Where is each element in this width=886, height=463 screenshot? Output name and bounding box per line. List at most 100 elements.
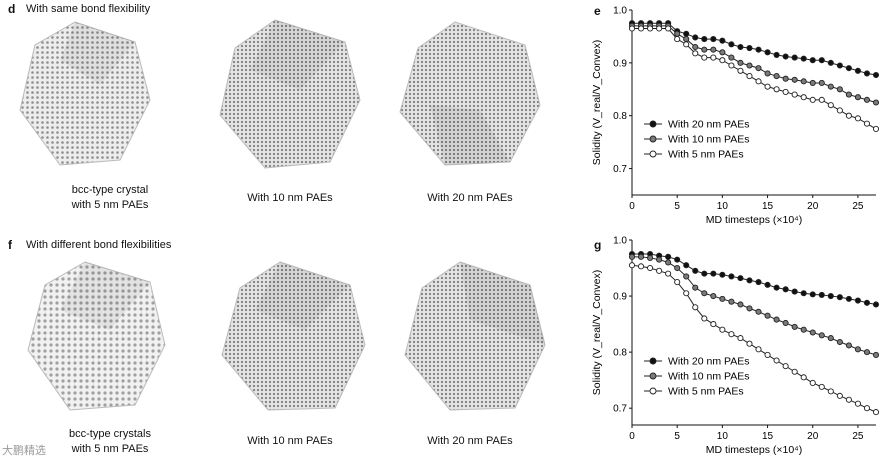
crystal-d2: [219, 19, 361, 169]
series-point-1: [800, 78, 807, 85]
x-tick-label: 5: [674, 431, 680, 442]
caption-f-2: With 10 nm PAEs: [247, 435, 333, 447]
series-point-1: [863, 349, 871, 356]
series-point-0: [755, 46, 762, 53]
series-point-1: [701, 290, 708, 297]
series-point-1: [719, 295, 726, 302]
series-point-0: [809, 291, 816, 298]
series-point-0: [854, 297, 861, 304]
series-point-2: [647, 264, 654, 272]
series-point-2: [854, 400, 861, 407]
series-point-0: [683, 30, 690, 37]
series-point-2: [737, 67, 744, 74]
caption-d-2: With 10 nm PAEs: [247, 192, 333, 204]
series-point-0: [719, 271, 726, 278]
series-point-2: [755, 346, 762, 353]
series-point-0: [854, 67, 861, 74]
series-point-2: [665, 25, 672, 32]
y-tick-label: 0.8: [613, 348, 627, 359]
y-tick-label: 1.0: [613, 6, 627, 17]
series-point-2: [818, 96, 825, 103]
series-point-2: [836, 107, 843, 114]
series-point-2: [728, 331, 735, 338]
series-point-2: [656, 267, 663, 274]
series-point-0: [872, 301, 880, 308]
legend-marker-2: [649, 150, 657, 158]
series-point-1: [872, 351, 880, 358]
series-point-0: [746, 45, 753, 52]
series-point-0: [809, 57, 816, 64]
series-point-1: [710, 46, 717, 53]
series-point-0: [665, 253, 672, 260]
series-point-2: [782, 88, 789, 95]
series-point-0: [683, 262, 690, 269]
series-point-0: [827, 59, 834, 66]
legend-label-1: With 10 nm PAEs: [668, 134, 750, 146]
series-point-0: [674, 256, 681, 263]
series-point-0: [818, 291, 825, 298]
legend-marker-2: [649, 387, 657, 395]
series-point-0: [782, 286, 789, 293]
series-line-2: [631, 264, 877, 413]
series-point-1: [755, 65, 762, 72]
series-point-1: [628, 253, 636, 260]
series-point-2: [809, 379, 816, 387]
caption-f-3: With 20 nm PAEs: [427, 435, 513, 447]
series-point-0: [746, 277, 753, 284]
series-point-2: [728, 62, 735, 69]
series-point-1: [827, 83, 834, 90]
series-line-0: [632, 253, 877, 305]
series-point-2: [755, 78, 762, 85]
series-point-2: [719, 326, 726, 333]
series-point-0: [737, 43, 744, 51]
series-point-0: [773, 284, 780, 291]
series-point-1: [728, 298, 735, 305]
x-axis-label: MD timesteps (×10⁴): [706, 214, 802, 226]
crystal-d1: [19, 21, 151, 166]
legend-label-0: With 20 nm PAEs: [668, 356, 750, 368]
series-point-2: [845, 112, 852, 119]
series-point-2: [710, 54, 717, 61]
legend-marker-1: [649, 135, 657, 143]
x-tick-label: 0: [629, 201, 635, 212]
series-point-2: [628, 262, 636, 269]
series-point-1: [782, 319, 789, 327]
series-point-1: [674, 264, 681, 272]
series-point-1: [755, 308, 762, 315]
series-point-2: [791, 91, 798, 98]
panel-letter-f: f: [8, 238, 12, 252]
series-point-1: [854, 94, 861, 101]
series-point-2: [701, 315, 708, 322]
legend-label-0: With 20 nm PAEs: [668, 119, 750, 131]
series-point-2: [637, 25, 645, 32]
series-point-2: [701, 54, 708, 61]
crystal-illustrations: [19, 19, 546, 411]
series-point-0: [872, 71, 880, 79]
series-point-2: [773, 357, 780, 364]
series-point-2: [800, 94, 807, 101]
series-point-2: [746, 340, 753, 347]
series-point-1: [764, 312, 771, 319]
series-line-1: [632, 256, 877, 356]
series-point-1: [701, 46, 708, 53]
series-point-1: [791, 323, 798, 330]
series-point-2: [863, 120, 871, 127]
watermark-text: 大鹏精选: [2, 445, 46, 457]
series-point-1: [845, 91, 852, 98]
series-point-0: [863, 299, 871, 306]
panel-letter-g: g: [594, 238, 602, 252]
y-tick-label: 0.7: [613, 404, 627, 415]
series-point-1: [683, 273, 690, 280]
series-point-1: [809, 79, 816, 86]
x-tick-label: 5: [674, 201, 680, 212]
y-tick-label: 1.0: [613, 236, 627, 247]
series-line-1: [632, 25, 877, 103]
series-point-0: [836, 294, 843, 301]
series-point-1: [827, 335, 834, 342]
panel-letter-e: e: [594, 4, 601, 18]
series-point-0: [845, 65, 852, 72]
series-point-2: [809, 96, 816, 103]
x-tick-label: 15: [762, 201, 774, 212]
series-point-0: [818, 57, 825, 64]
legend-label-2: With 5 nm PAEs: [668, 386, 744, 398]
